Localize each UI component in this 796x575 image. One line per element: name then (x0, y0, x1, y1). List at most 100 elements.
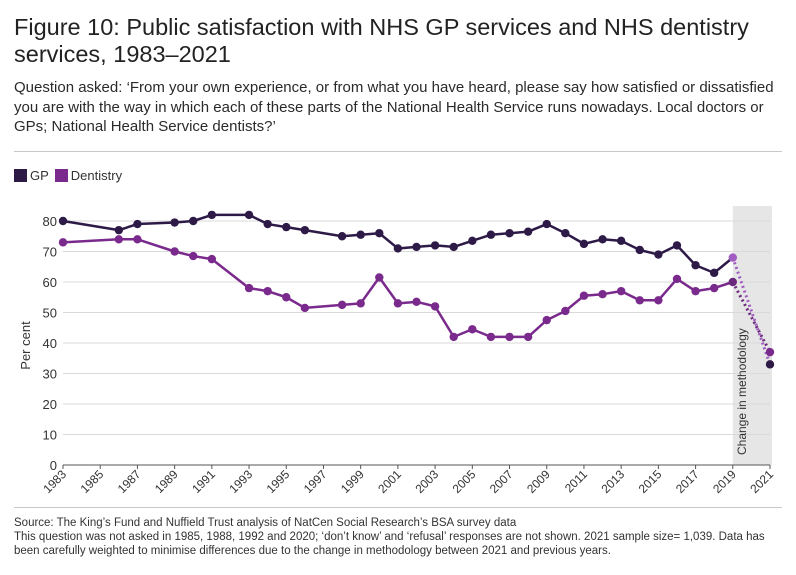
data-point-dentistry-2003 (430, 302, 440, 311)
y-tick-label-60: 60 (43, 275, 57, 290)
data-point-dentistry-1989 (170, 247, 179, 256)
y-tick-label-10: 10 (43, 428, 57, 443)
data-point-gp-2004 (449, 242, 458, 252)
data-point-gp-2014 (635, 245, 644, 255)
data-point-dentistry-2015 (654, 296, 663, 305)
series-line-gp (62, 213, 734, 275)
data-point-gp-2007 (505, 229, 514, 238)
data-point-gp-2008 (523, 227, 533, 236)
data-point-gp-1994 (263, 219, 272, 229)
data-point-dentistry-1995 (282, 293, 291, 302)
data-point-gp-2011 (579, 239, 589, 249)
x-tick-label-1983: 1983 (40, 467, 69, 496)
data-point-gp-2018 (709, 268, 719, 278)
data-point-gp-1987 (133, 219, 142, 229)
data-point-dentistry-2014 (635, 296, 644, 305)
x-tick-label-1991: 1991 (189, 467, 218, 496)
x-tick-label-1997: 1997 (301, 467, 330, 496)
data-point-gp-1996 (300, 225, 310, 235)
data-point-dentistry-2006 (486, 332, 496, 342)
data-point-gp-2010 (561, 229, 570, 238)
y-axis-label: Per cent (18, 321, 33, 370)
data-point-dentistry-1987 (133, 235, 142, 244)
x-tick-label-2015: 2015 (636, 467, 665, 496)
legend-label-gp: GP (30, 168, 49, 183)
x-tick-label-1995: 1995 (264, 467, 293, 496)
chart-title: Figure 10: Public satisfaction with NHS … (14, 14, 749, 67)
methodology-note: This question was not asked in 1985, 198… (14, 531, 765, 557)
data-point-gp-1990 (189, 216, 198, 226)
data-point-gp-1995 (282, 222, 291, 232)
data-point-gp-2003 (430, 241, 440, 250)
data-point-gp-2009 (542, 219, 551, 229)
series-line-dentistry (62, 238, 734, 339)
methodology-annotation: Change in methodology (735, 328, 749, 455)
data-point-dentistry-2010 (561, 306, 570, 316)
data-point-dentistry-2021 (765, 347, 775, 357)
x-tick-label-2013: 2013 (598, 467, 627, 496)
y-tick-label-0: 0 (50, 458, 57, 473)
data-point-gp-1986 (114, 225, 124, 235)
data-point-dentistry-2009 (542, 315, 551, 325)
x-tick-label-2017: 2017 (673, 467, 702, 496)
data-point-dentistry-2002 (412, 297, 421, 307)
data-point-gp-1999 (356, 230, 365, 239)
x-tick-label-1985: 1985 (78, 467, 107, 496)
data-point-dentistry-1994 (263, 286, 272, 296)
y-tick-label-80: 80 (43, 214, 57, 229)
data-point-gp-1991 (207, 210, 217, 220)
data-point-dentistry-1990 (189, 251, 198, 261)
x-tick-label-1987: 1987 (115, 467, 144, 496)
data-point-dentistry-1993 (244, 283, 254, 293)
y-tick-label-50: 50 (43, 306, 57, 321)
y-tick-label-30: 30 (43, 367, 57, 382)
y-tick-label-40: 40 (43, 336, 57, 351)
data-point-dentistry-2016 (672, 274, 682, 284)
data-point-gp-2015 (654, 250, 663, 259)
data-point-gp-2001 (393, 244, 403, 253)
data-point-dentistry-1999 (356, 299, 365, 308)
data-point-dentistry-1991 (207, 254, 217, 264)
data-point-dentistry-1996 (300, 303, 310, 313)
data-point-gp-1993 (244, 210, 254, 220)
source-note: Source: The King’s Fund and Nuffield Tru… (14, 517, 517, 529)
data-point-dentistry-2000 (375, 273, 384, 282)
data-point-dentistry-2005 (468, 325, 477, 334)
series-break-line-gp (731, 257, 772, 365)
y-tick-label-70: 70 (43, 245, 57, 260)
data-point-gp-2021 (765, 360, 775, 369)
data-point-dentistry-2013 (616, 286, 626, 296)
legend: GP Dentistry (14, 168, 126, 183)
series-break-line-dentistry (731, 281, 772, 353)
data-point-gp-2016 (672, 241, 682, 250)
data-point-dentistry-2004 (449, 332, 458, 342)
x-tick-label-2021: 2021 (747, 467, 776, 496)
data-point-gp-2005 (468, 236, 477, 246)
y-tick-label-20: 20 (43, 397, 57, 412)
data-point-gp-2002 (412, 242, 421, 252)
data-point-gp-1998 (337, 232, 347, 241)
data-point-dentistry-1986 (114, 235, 124, 244)
data-point-dentistry-2019 (728, 277, 737, 287)
data-point-gp-2017 (691, 261, 700, 270)
data-point-dentistry-2008 (523, 332, 533, 342)
top-divider (14, 151, 782, 152)
data-point-dentistry-2011 (579, 291, 589, 300)
data-point-gp-2000 (375, 229, 384, 238)
x-tick-label-2007: 2007 (487, 467, 516, 496)
x-tick-label-2019: 2019 (710, 467, 739, 496)
data-point-dentistry-2012 (598, 290, 607, 299)
x-tick-label-2003: 2003 (412, 467, 441, 496)
x-tick-label-2009: 2009 (524, 467, 553, 496)
data-point-dentistry-2017 (691, 286, 700, 296)
data-point-dentistry-1998 (337, 300, 347, 310)
methodology-shade (732, 206, 772, 465)
x-tick-label-2001: 2001 (375, 467, 404, 496)
data-point-gp-2012 (598, 235, 607, 244)
data-point-gp-2006 (486, 230, 496, 239)
x-tick-label-1993: 1993 (226, 467, 255, 496)
chart-subtitle: Question asked: ‘From your own experienc… (14, 79, 774, 135)
legend-item-dentistry: Dentistry (54, 168, 123, 183)
bottom-divider (14, 507, 782, 508)
legend-label-dentistry: Dentistry (70, 168, 123, 183)
